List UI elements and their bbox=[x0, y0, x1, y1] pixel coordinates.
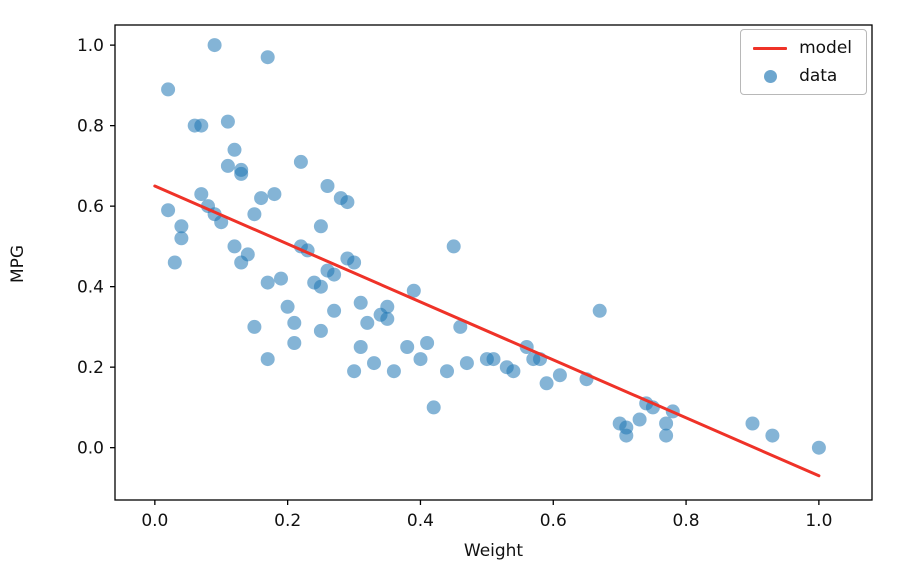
legend-line-swatch bbox=[753, 46, 788, 50]
x-tick-label: 1.0 bbox=[805, 511, 832, 531]
y-tick-label: 0.6 bbox=[77, 197, 104, 217]
legend: model data bbox=[740, 29, 867, 95]
legend-marker-swatch bbox=[763, 69, 777, 83]
legend-item-data: data bbox=[753, 66, 852, 86]
x-tick-label: 0.6 bbox=[540, 511, 567, 531]
x-tick-label: 0.0 bbox=[141, 511, 168, 531]
plot-border bbox=[114, 24, 873, 501]
legend-marker-swatch-wrap bbox=[753, 69, 787, 83]
legend-item-label: data bbox=[799, 66, 838, 86]
y-tick-label: 0.0 bbox=[77, 439, 104, 459]
y-axis-label: MPG bbox=[8, 244, 28, 284]
y-tick-label: 0.4 bbox=[77, 278, 104, 298]
x-tick-label: 0.8 bbox=[673, 511, 700, 531]
legend-item-label: model bbox=[799, 38, 852, 58]
y-tick-label: 0.2 bbox=[77, 358, 104, 378]
model-line bbox=[153, 184, 821, 478]
y-tick-label: 1.0 bbox=[77, 36, 104, 56]
data-points bbox=[161, 38, 826, 455]
y-tick-label: 0.8 bbox=[77, 117, 104, 137]
x-tick-label: 0.4 bbox=[407, 511, 434, 531]
legend-item-model: model bbox=[753, 38, 852, 58]
x-tick-label: 0.2 bbox=[274, 511, 301, 531]
x-axis-label: Weight bbox=[463, 541, 524, 561]
